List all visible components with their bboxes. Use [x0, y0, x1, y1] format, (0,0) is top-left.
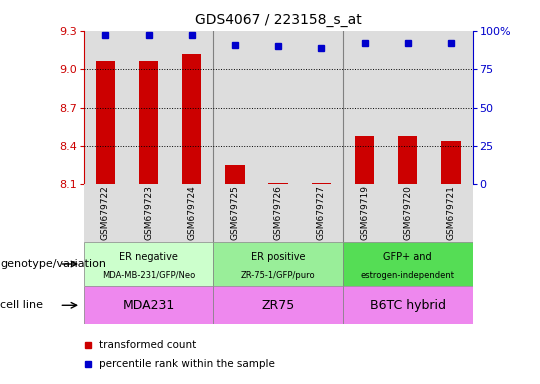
- Text: percentile rank within the sample: percentile rank within the sample: [99, 359, 275, 369]
- Text: GSM679719: GSM679719: [360, 185, 369, 240]
- Text: GSM679727: GSM679727: [317, 185, 326, 240]
- Bar: [139, 61, 158, 184]
- Bar: [170, 184, 213, 242]
- Bar: [84, 184, 127, 242]
- Bar: [213, 31, 256, 184]
- Text: GSM679720: GSM679720: [403, 185, 412, 240]
- Bar: [213, 184, 256, 242]
- Bar: [429, 31, 472, 184]
- Bar: [213, 242, 343, 286]
- Bar: [398, 136, 417, 184]
- Bar: [441, 141, 461, 184]
- Bar: [127, 184, 170, 242]
- Bar: [84, 286, 213, 324]
- Text: GFP+ and: GFP+ and: [383, 252, 432, 262]
- Text: transformed count: transformed count: [99, 339, 197, 349]
- Bar: [300, 31, 343, 184]
- Bar: [182, 54, 201, 184]
- Bar: [225, 165, 245, 184]
- Text: ZR75: ZR75: [261, 299, 295, 312]
- Text: MDA231: MDA231: [123, 299, 174, 312]
- Bar: [268, 183, 288, 184]
- Bar: [429, 184, 472, 242]
- Bar: [312, 183, 331, 184]
- Bar: [170, 31, 213, 184]
- Text: GSM679724: GSM679724: [187, 185, 196, 240]
- Bar: [84, 242, 213, 286]
- Bar: [127, 31, 170, 184]
- Bar: [343, 286, 472, 324]
- Bar: [386, 184, 429, 242]
- Text: GSM679721: GSM679721: [447, 185, 455, 240]
- Bar: [84, 31, 127, 184]
- Text: GSM679726: GSM679726: [274, 185, 282, 240]
- Text: estrogen-independent: estrogen-independent: [361, 271, 455, 280]
- Text: cell line: cell line: [0, 300, 43, 310]
- Text: GSM679725: GSM679725: [231, 185, 239, 240]
- Bar: [300, 184, 343, 242]
- Bar: [256, 184, 300, 242]
- Text: genotype/variation: genotype/variation: [0, 259, 106, 269]
- Text: ER negative: ER negative: [119, 252, 178, 262]
- Text: GSM679722: GSM679722: [101, 185, 110, 240]
- Bar: [343, 242, 472, 286]
- Bar: [343, 184, 386, 242]
- Title: GDS4067 / 223158_s_at: GDS4067 / 223158_s_at: [195, 13, 361, 27]
- Bar: [213, 286, 343, 324]
- Text: B6TC hybrid: B6TC hybrid: [370, 299, 446, 312]
- Bar: [343, 31, 386, 184]
- Text: GSM679723: GSM679723: [144, 185, 153, 240]
- Bar: [96, 61, 115, 184]
- Bar: [256, 31, 300, 184]
- Text: ZR-75-1/GFP/puro: ZR-75-1/GFP/puro: [241, 271, 315, 280]
- Text: ER positive: ER positive: [251, 252, 305, 262]
- Text: MDA-MB-231/GFP/Neo: MDA-MB-231/GFP/Neo: [102, 271, 195, 280]
- Bar: [386, 31, 429, 184]
- Bar: [355, 136, 374, 184]
